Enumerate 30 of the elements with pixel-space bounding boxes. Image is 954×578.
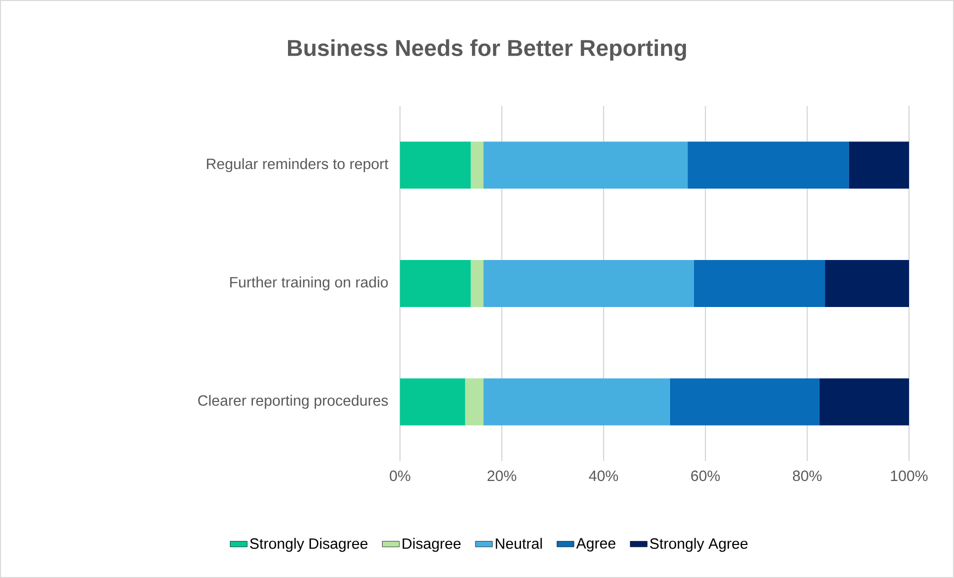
bar (483, 378, 670, 426)
bar (688, 142, 849, 189)
x-tick-label: 100% (891, 470, 928, 482)
bar (819, 378, 910, 426)
bar (470, 260, 484, 307)
legend-label: Agree (576, 538, 616, 552)
bar (825, 260, 910, 307)
bar (694, 260, 826, 307)
x-tick-label: 0% (390, 470, 410, 482)
y-tick-label: Further training on radio (230, 276, 388, 290)
bar (470, 142, 484, 189)
legend-label: Strongly Disagree (250, 538, 368, 552)
bar (670, 378, 820, 426)
bar (465, 378, 484, 426)
bar (400, 260, 471, 307)
x-tick-label: 80% (792, 470, 822, 482)
bar (483, 260, 694, 307)
bar (483, 142, 688, 189)
y-tick-label: Clearer reporting procedures (198, 394, 388, 409)
bar (400, 142, 471, 189)
x-tick-label: 40% (589, 470, 618, 482)
y-tick-label: Regular reminders to report (206, 158, 388, 172)
chart-title: Business Needs for Better Reporting (288, 39, 686, 61)
legend-label: Disagree (402, 538, 461, 552)
legend-label: Neutral (496, 538, 542, 549)
bar (400, 378, 466, 426)
x-tick-label: 60% (691, 470, 720, 482)
bar (848, 142, 910, 189)
legend-label: Strongly Agree (650, 538, 748, 552)
x-tick-label: 20% (488, 470, 516, 482)
